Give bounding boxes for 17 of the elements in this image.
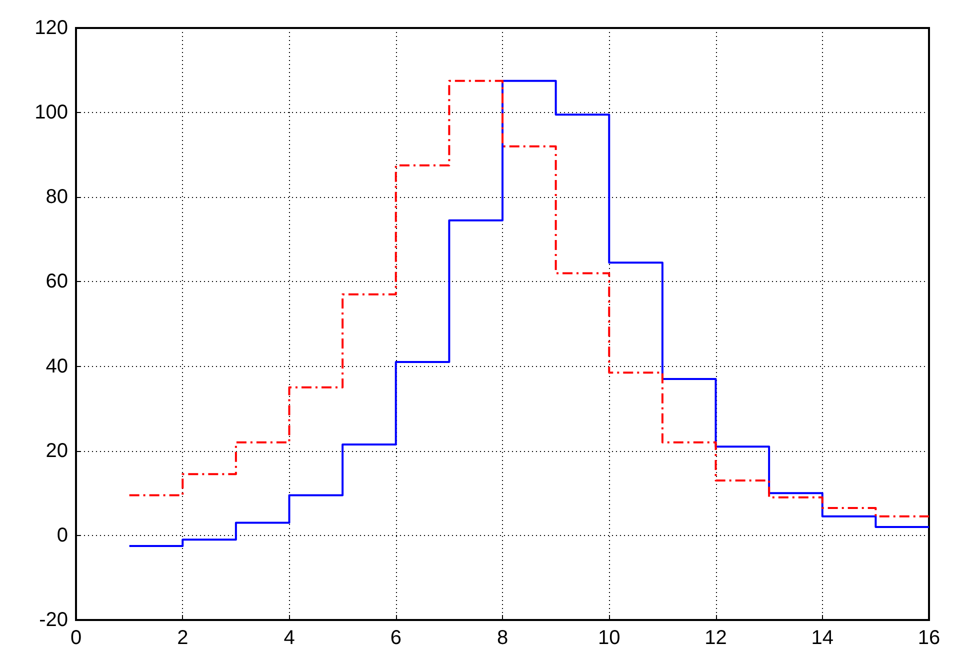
y-tick-label: 100	[34, 102, 68, 124]
x-tick-label: 16	[918, 627, 940, 649]
y-tick-label: 40	[46, 355, 68, 378]
x-tick-label: 4	[284, 627, 295, 649]
y-tick-label: 80	[46, 186, 68, 208]
y-tick-label: 120	[34, 17, 68, 39]
y-tick-label: 20	[46, 440, 68, 462]
x-tick-label: 6	[390, 627, 402, 649]
y-tick-label: 0	[56, 524, 68, 546]
y-tick-label: -20	[39, 609, 68, 631]
x-tick-label: 12	[704, 627, 727, 649]
x-tick-label: 8	[496, 627, 508, 649]
x-tick-label: 10	[598, 627, 620, 649]
y-tick-label: 60	[46, 270, 68, 293]
x-tick-label: 2	[177, 627, 188, 649]
x-tick-label: 0	[70, 627, 82, 649]
x-tick-label: 14	[811, 627, 834, 649]
